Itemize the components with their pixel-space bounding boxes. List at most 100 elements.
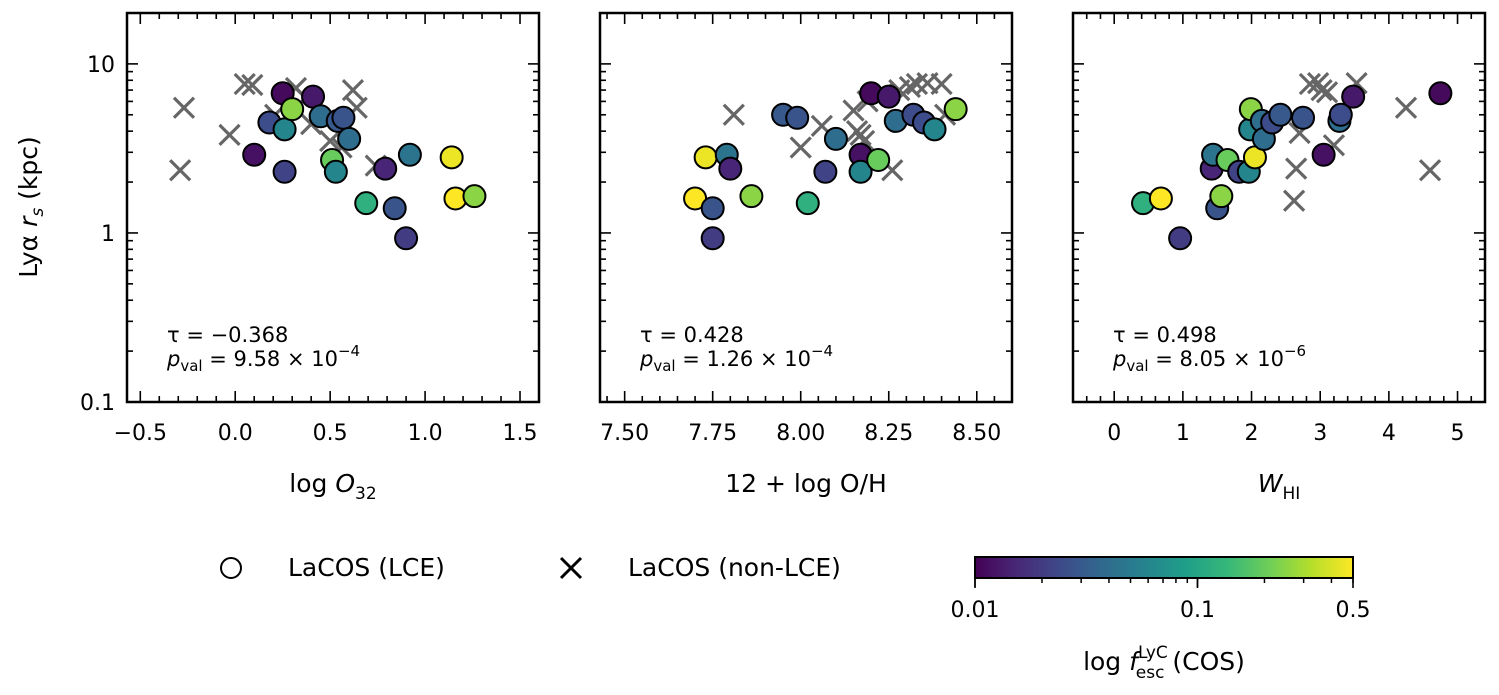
pval-stat: pval = 9.58 × 10−4 — [166, 342, 360, 375]
x-tick-label: 7.75 — [688, 421, 737, 446]
non-lce-point — [849, 123, 872, 147]
colorbar-tick-label: 0.1 — [1180, 598, 1215, 623]
lce-point — [1148, 186, 1173, 211]
lce-point — [876, 84, 901, 109]
lce-point — [272, 117, 297, 142]
x-tick-label: 7.50 — [600, 421, 649, 446]
lce-point — [394, 226, 419, 251]
colorbar-gradient — [974, 556, 1354, 579]
pval-stat: pval = 8.05 × 10−6 — [1112, 342, 1306, 375]
non-lce-point — [1298, 72, 1322, 96]
x-tick-label: 1 — [1176, 421, 1190, 446]
lce-point — [922, 117, 947, 142]
colorbar-label: log fLyC esc (COS) — [1083, 643, 1245, 683]
plot-frame — [598, 11, 1014, 404]
y-ticks — [1073, 12, 1485, 403]
legend-lce-marker — [220, 557, 242, 579]
non-lce-point — [930, 72, 953, 96]
y-ticks — [600, 12, 1012, 403]
x-tick-label: 0 — [1107, 421, 1121, 446]
lce-point — [943, 97, 968, 122]
lce-point — [280, 97, 305, 122]
data-points — [169, 72, 487, 251]
lce-point — [1209, 184, 1234, 209]
tau-stat: τ = −0.368 — [167, 323, 288, 347]
lce-point — [1291, 105, 1316, 130]
non-lce-point — [905, 72, 929, 96]
colorbar-tick-label: 0.5 — [1336, 598, 1371, 623]
x-axis-label-w-hi: WHI — [1258, 469, 1301, 504]
non-lce-point — [722, 103, 745, 126]
x-ticks — [139, 13, 540, 402]
colorbar: 0.01 0.1 0.5 log fLyC esc (COS) — [951, 556, 1371, 683]
non-lce-point — [1394, 96, 1418, 119]
non-lce-point — [1315, 81, 1339, 104]
non-lce-point — [1310, 78, 1333, 102]
tau-stat: τ = 0.428 — [640, 323, 744, 347]
non-lce-point — [341, 78, 365, 102]
x-tick-label: 8.25 — [864, 421, 913, 446]
x-tick-label: 0.5 — [313, 421, 348, 446]
legend-non-lce-marker — [559, 556, 583, 580]
lce-point — [785, 105, 810, 130]
x-ticks — [606, 13, 1013, 402]
x-tick-label: 8.50 — [952, 421, 1001, 446]
non-lce-point — [319, 129, 342, 153]
lce-point — [795, 191, 820, 216]
x-tick-label: 1.0 — [408, 421, 443, 446]
lce-point — [382, 196, 407, 221]
non-lce-point — [1282, 189, 1306, 212]
lce-point — [1168, 226, 1193, 251]
non-lce-point — [842, 99, 865, 122]
x-axis-label-log-o32: log O32 — [289, 469, 376, 504]
lce-point — [337, 126, 362, 151]
x-ticks — [1085, 13, 1486, 402]
lce-point — [354, 191, 379, 216]
x-axis-label-metallicity: 12 + log O/H — [725, 469, 887, 498]
non-lce-point — [218, 123, 241, 147]
lce-point — [718, 156, 743, 181]
non-lce-point — [172, 96, 196, 119]
pval-stat: pval = 1.26 × 10−4 — [639, 342, 833, 375]
y-axis-label: Lyα rs (kpc) — [14, 136, 48, 278]
lce-point — [1268, 102, 1293, 127]
data-points — [1131, 71, 1453, 251]
lce-point — [700, 196, 725, 221]
legend: LaCOS (LCE) LaCOS (non-LCE) — [220, 553, 841, 582]
lce-point — [823, 126, 848, 151]
colorbar-tick-label: 0.01 — [951, 598, 1000, 623]
lce-point — [462, 184, 487, 209]
lce-point — [272, 159, 297, 184]
non-lce-point — [169, 159, 192, 182]
lce-point — [1328, 102, 1353, 127]
non-lce-point — [789, 136, 812, 159]
lce-point — [1341, 84, 1366, 109]
lce-point — [1311, 142, 1336, 167]
non-lce-point — [1285, 157, 1308, 180]
x-tick-label: 2 — [1245, 421, 1259, 446]
lce-point — [739, 184, 764, 209]
lce-point — [439, 145, 464, 170]
lce-point — [242, 142, 267, 167]
x-tick-label: 1.5 — [503, 421, 538, 446]
lce-point — [373, 156, 398, 181]
tau-stat: τ = 0.498 — [1113, 323, 1217, 347]
non-lce-point — [233, 72, 256, 96]
lce-point — [700, 226, 725, 251]
x-tick-label: −0.5 — [114, 421, 167, 446]
y-tick-label: 0.1 — [80, 391, 115, 416]
plot-frame — [125, 11, 541, 404]
y-tick-label: 10 — [87, 53, 115, 78]
lce-point — [397, 142, 422, 167]
legend-non-lce-label: LaCOS (non-LCE) — [628, 553, 841, 582]
x-tick-label: 4 — [1382, 421, 1396, 446]
non-lce-point — [1418, 159, 1442, 182]
non-lce-point — [898, 75, 922, 99]
x-tick-label: 8.00 — [776, 421, 825, 446]
x-tick-label: 0.0 — [218, 421, 253, 446]
lce-point — [866, 148, 891, 173]
lce-point — [1428, 81, 1453, 106]
